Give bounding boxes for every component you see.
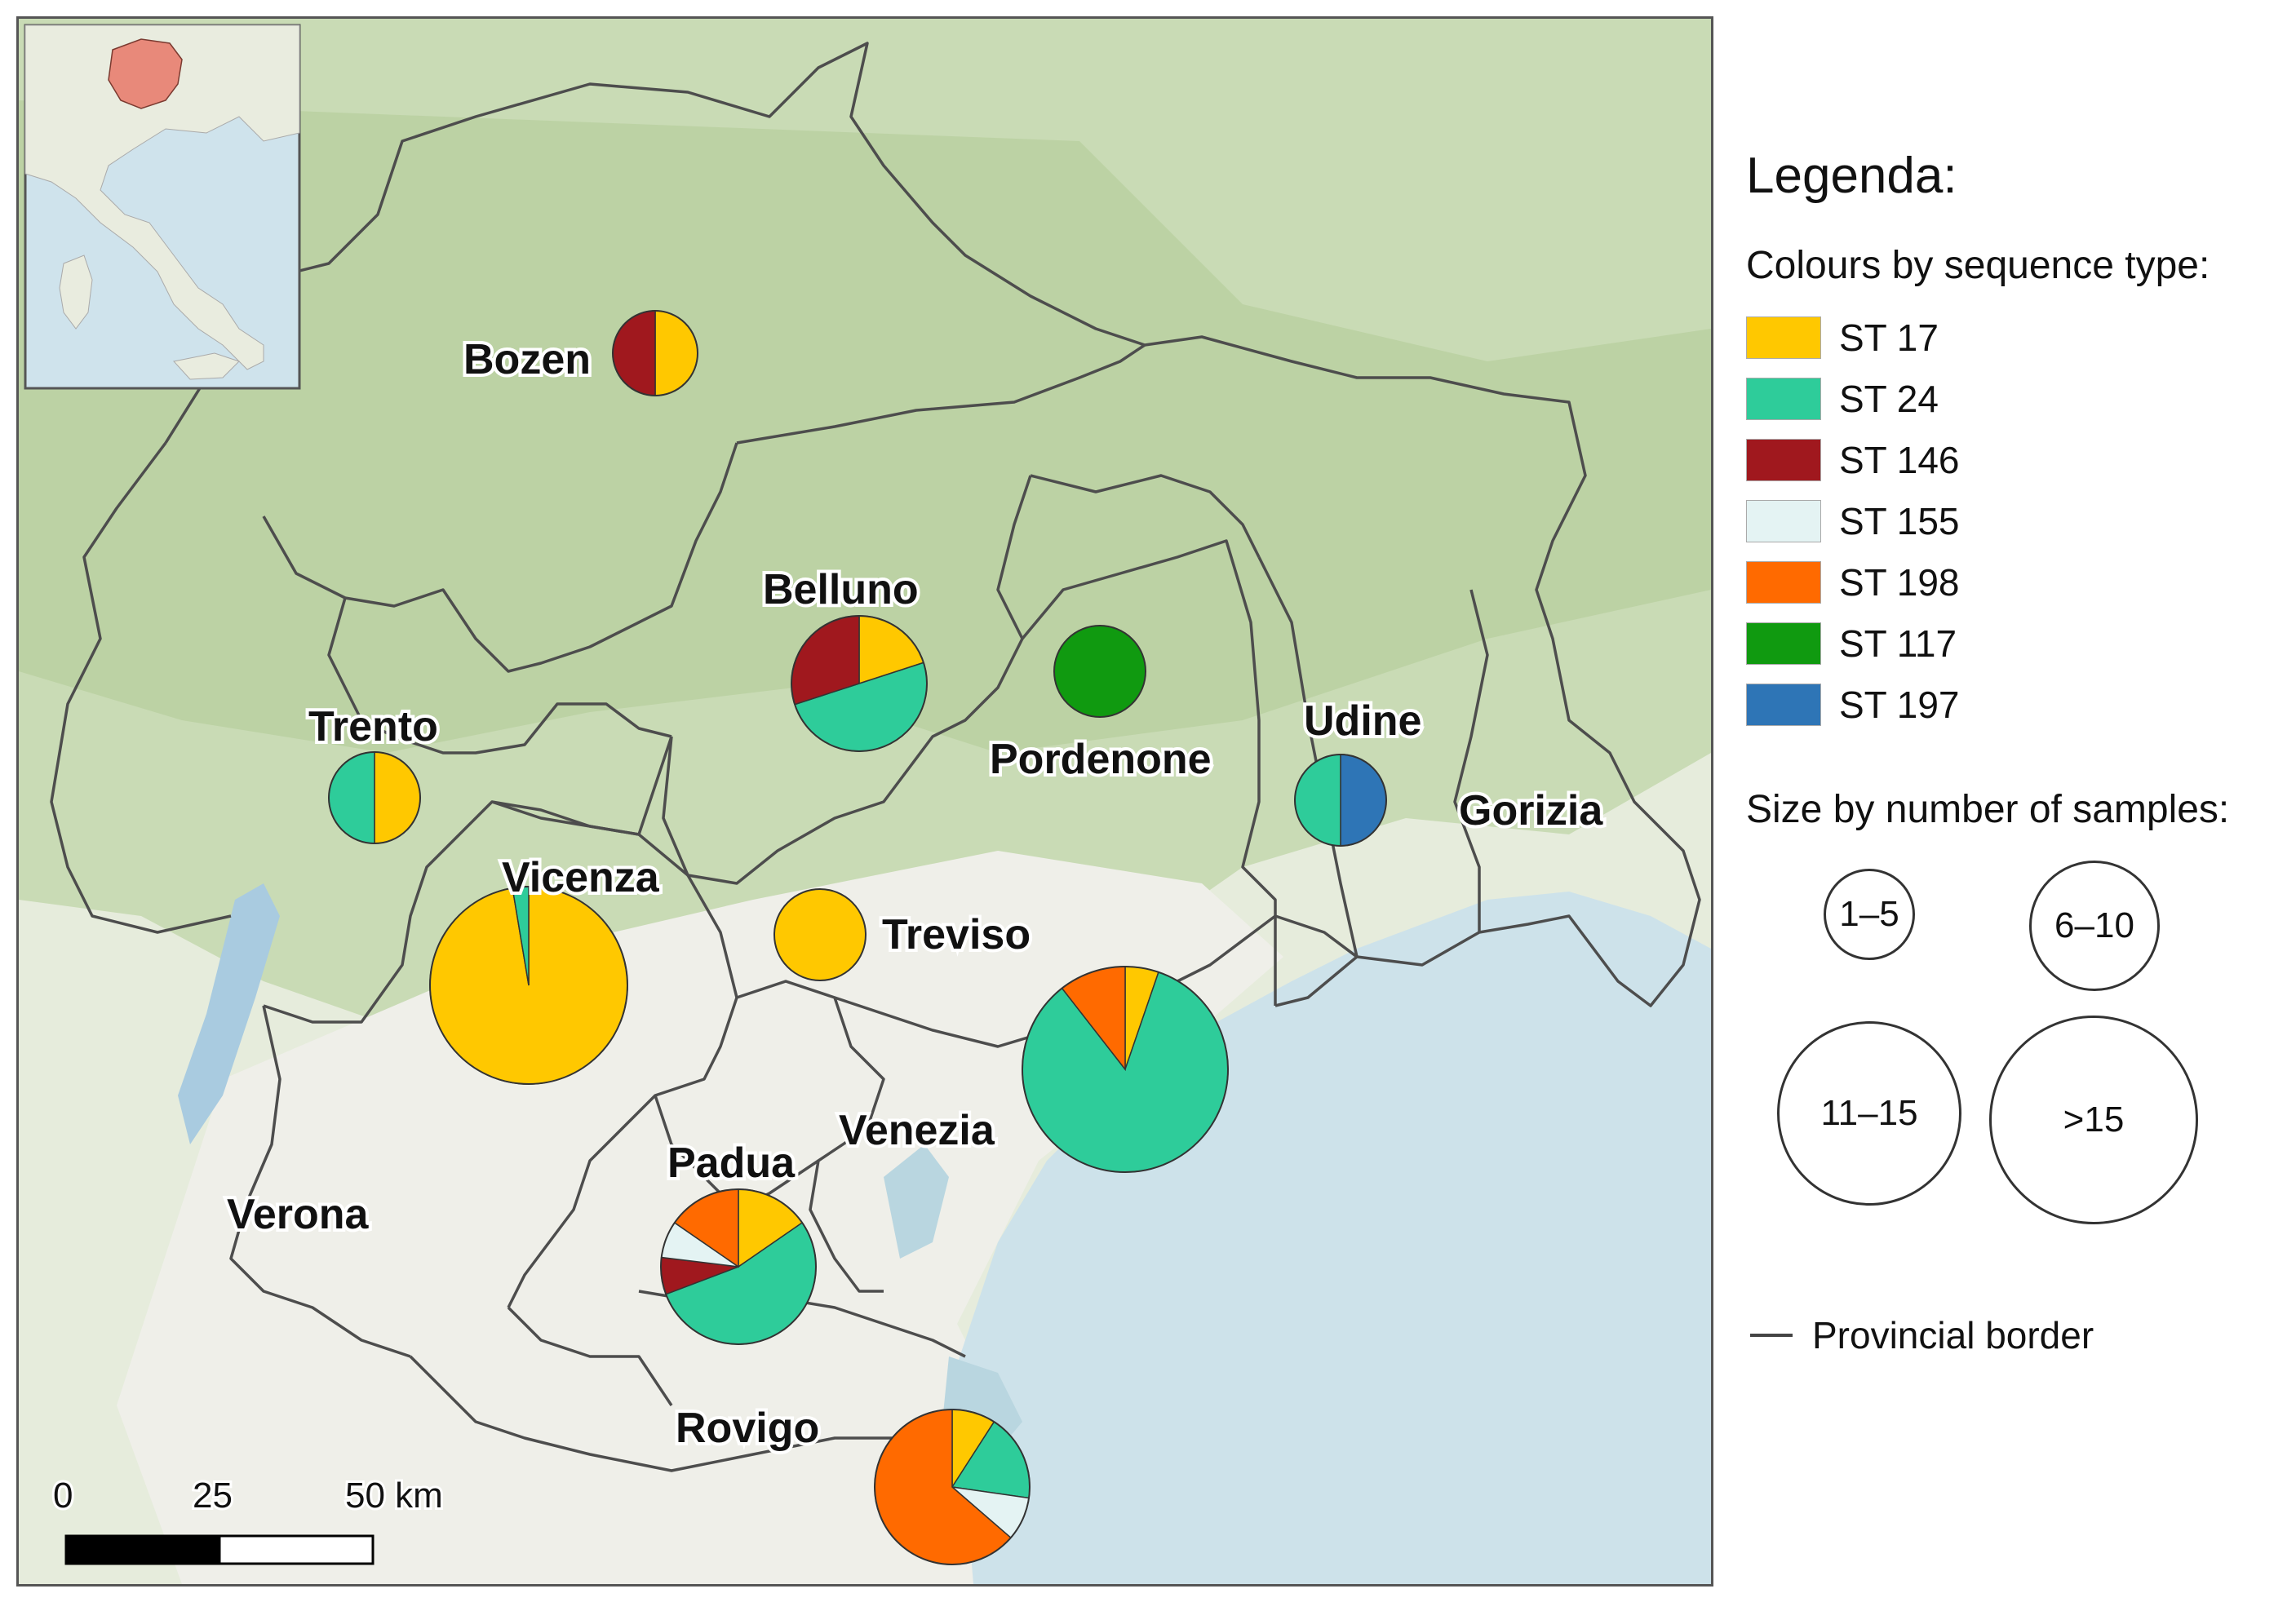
legend-label: ST 155 <box>1839 500 1960 542</box>
legend-swatch <box>1746 500 1821 542</box>
inset-sardinia <box>59 254 93 330</box>
legend-label: ST 17 <box>1839 316 1939 359</box>
legend-swatch <box>1746 316 1821 359</box>
pie-vicenza <box>429 886 628 1085</box>
pie-charts <box>328 310 1387 1565</box>
pie-slice-st-117 <box>1053 625 1146 718</box>
size-circle-1-5: 1–5 <box>1824 869 1915 960</box>
pie-outline <box>660 1188 817 1345</box>
lake-garda <box>178 883 280 1144</box>
pie-slice-st-17 <box>773 888 867 981</box>
map-canvas: Bozen Belluno Trento Pordenone Udine Gor… <box>19 19 1711 1584</box>
pie-outline <box>874 1409 1031 1565</box>
pie-outline <box>612 310 698 396</box>
legend-label: ST 117 <box>1839 622 1957 665</box>
legend-label: ST 198 <box>1839 561 1960 604</box>
pie-rovigo <box>874 1409 1031 1565</box>
size-circle-6-10: 6–10 <box>2029 861 2160 991</box>
size-label-over-15: >15 <box>2063 1100 2125 1140</box>
scale-bar-black <box>64 1534 221 1565</box>
label-vicenza: Vicenza <box>502 854 660 901</box>
size-circle-over-15: >15 <box>1989 1016 2198 1224</box>
scale-label-25: 25 <box>193 1476 233 1516</box>
legend-title: Legenda: <box>1746 148 1957 204</box>
pie-udine <box>1294 754 1387 847</box>
scale-label-50: 50 km <box>345 1476 443 1516</box>
size-label-11-15: 11–15 <box>1820 1093 1918 1133</box>
border-key: Provincial border <box>1750 1313 2094 1357</box>
legend-swatch <box>1746 684 1821 726</box>
legend-size-title: Size by number of samples: <box>1746 788 2230 831</box>
legend-colours-title: Colours by sequence type: <box>1746 244 2210 287</box>
label-rovigo: Rovigo <box>676 1405 819 1452</box>
venice-lagoon <box>884 1144 949 1259</box>
pie-treviso <box>773 888 867 981</box>
pie-pordenone <box>1053 625 1146 718</box>
label-treviso: Treviso <box>882 911 1031 958</box>
scale-bar: 0 25 50 km <box>51 1473 445 1565</box>
label-pordenone: Pordenone <box>990 736 1212 783</box>
pie-belluno <box>791 615 928 752</box>
legend-item-st-197: ST 197 <box>1746 684 1959 726</box>
map-panel: Bozen Belluno Trento Pordenone Udine Gor… <box>16 16 1713 1587</box>
legend-label: ST 146 <box>1839 439 1960 481</box>
legend-panel: Legenda: Colours by sequence type: ST 17… <box>1730 139 2293 1444</box>
legend-item-st-24: ST 24 <box>1746 378 1939 420</box>
label-padua: Padua <box>667 1140 796 1187</box>
label-venezia: Venezia <box>839 1107 995 1154</box>
legend-swatch <box>1746 439 1821 481</box>
pie-outline <box>791 615 928 752</box>
inset-map-italy <box>24 24 301 390</box>
size-label-1-5: 1–5 <box>1839 894 1899 934</box>
pie-venezia <box>1022 966 1229 1173</box>
label-verona: Verona <box>227 1191 369 1238</box>
size-circle-11-15: 11–15 <box>1777 1021 1961 1206</box>
label-bozen: Bozen <box>463 336 591 383</box>
legend-item-st-117: ST 117 <box>1746 622 1957 665</box>
label-gorizia: Gorizia <box>1459 787 1603 834</box>
province-labels: Bozen Belluno Trento Pordenone Udine Gor… <box>224 333 1607 1455</box>
pie-outline <box>429 886 628 1085</box>
legend-item-st-17: ST 17 <box>1746 316 1939 359</box>
inset-mainland <box>24 24 300 370</box>
border-line-symbol <box>1750 1334 1793 1337</box>
pie-trento <box>328 751 421 844</box>
legend-item-st-155: ST 155 <box>1746 500 1959 542</box>
legend-item-st-198: ST 198 <box>1746 561 1959 604</box>
label-belluno: Belluno <box>763 566 919 613</box>
border-label: Provincial border <box>1812 1314 2094 1356</box>
legend-label: ST 197 <box>1839 684 1960 726</box>
label-udine: Udine <box>1304 697 1421 745</box>
pie-outline <box>1294 754 1387 847</box>
pie-outline <box>328 751 421 844</box>
label-trento: Trento <box>308 703 438 750</box>
legend-item-st-146: ST 146 <box>1746 439 1959 481</box>
inset-highlighted-region <box>108 38 183 109</box>
pie-padua <box>660 1188 817 1345</box>
size-label-6-10: 6–10 <box>2054 905 2134 945</box>
adriatic-sea <box>957 892 1711 1584</box>
legend-swatch <box>1746 561 1821 604</box>
scale-label-0: 0 <box>53 1476 73 1516</box>
legend-label: ST 24 <box>1839 378 1939 420</box>
pie-bozen <box>612 310 698 396</box>
pie-outline <box>1022 966 1229 1173</box>
legend-swatch <box>1746 622 1821 665</box>
legend-swatch <box>1746 378 1821 420</box>
inset-sicily <box>173 352 240 380</box>
scale-bar-white <box>218 1534 375 1565</box>
